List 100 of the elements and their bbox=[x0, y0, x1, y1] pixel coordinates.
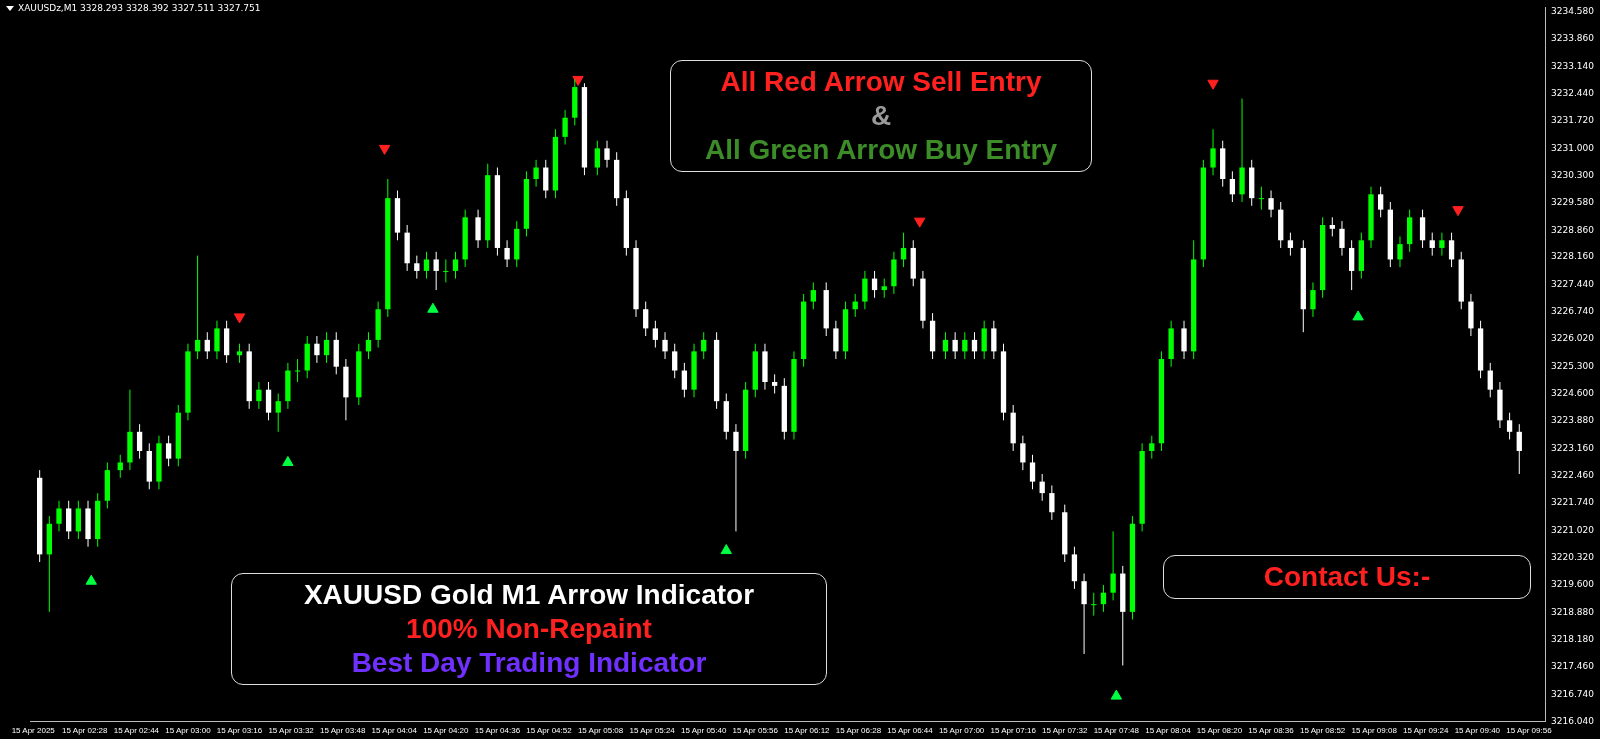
candlestick bbox=[672, 343, 678, 379]
candlestick bbox=[194, 255, 201, 360]
candlestick bbox=[265, 381, 272, 421]
x-tick-label: 15 Apr 09:08 bbox=[1351, 726, 1398, 736]
candlestick bbox=[414, 255, 420, 280]
x-tick-label: 15 Apr 04:20 bbox=[423, 726, 470, 736]
point bbox=[1207, 79, 1219, 90]
y-tick-label: 3229.580 bbox=[1551, 197, 1595, 208]
candlestick bbox=[962, 331, 968, 360]
annotation: & bbox=[869, 99, 893, 133]
y-tick-label: 3232.440 bbox=[1551, 87, 1595, 98]
candlestick bbox=[771, 373, 778, 395]
candlestick bbox=[314, 335, 320, 364]
y-tick-label: 3224.600 bbox=[1551, 387, 1595, 398]
annotation: Best Day Trading Indicator bbox=[350, 646, 708, 680]
candlestick bbox=[1229, 170, 1236, 203]
y-tick-label: 3234.580 bbox=[1551, 5, 1595, 16]
candlestick bbox=[475, 209, 481, 249]
x-tick-label: 15 Apr 03:16 bbox=[216, 726, 263, 736]
y-tick-label: 3220.320 bbox=[1551, 551, 1595, 562]
point bbox=[914, 217, 926, 228]
candlestick bbox=[1378, 186, 1384, 218]
candlestick bbox=[423, 251, 430, 280]
candlestick bbox=[1258, 186, 1265, 211]
x-tick-label: 15 Apr 2025 bbox=[11, 726, 56, 736]
x-tick-label: 15 Apr 04:04 bbox=[371, 726, 418, 736]
y-tick-label: 3228.860 bbox=[1551, 224, 1595, 235]
candlestick bbox=[1100, 584, 1107, 613]
point bbox=[378, 144, 391, 155]
x-tick-label: 15 Apr 06:28 bbox=[835, 726, 882, 736]
x-tick-label: 15 Apr 05:56 bbox=[732, 726, 779, 736]
candlestick bbox=[1210, 128, 1216, 176]
candlestick bbox=[1149, 435, 1155, 460]
annotation: XAUUSD Gold M1 Arrow Indicator bbox=[302, 578, 756, 612]
candlestick bbox=[543, 159, 549, 199]
x-tick-label: 15 Apr 07:16 bbox=[990, 726, 1037, 736]
candlestick bbox=[323, 331, 330, 364]
candlestick bbox=[1268, 190, 1274, 218]
x-tick-label: 15 Apr 07:32 bbox=[1042, 726, 1088, 736]
annotation: All Red Arrow Sell Entry bbox=[719, 65, 1043, 99]
candlestick bbox=[117, 454, 123, 479]
candlestick bbox=[991, 320, 997, 360]
x-tick-label: 15 Apr 05:08 bbox=[577, 726, 624, 736]
candlestick bbox=[881, 278, 887, 299]
candlestick bbox=[294, 358, 301, 383]
y-tick-label: 3216.740 bbox=[1551, 688, 1595, 699]
candlestick bbox=[662, 331, 668, 360]
y-tick-label: 3230.300 bbox=[1551, 169, 1595, 180]
candlestick bbox=[981, 320, 987, 360]
candlestick bbox=[1448, 232, 1455, 268]
candlestick bbox=[1310, 281, 1316, 318]
candlestick bbox=[1419, 209, 1426, 249]
candlestick bbox=[900, 232, 907, 268]
x-tick-label: 15 Apr 02:28 bbox=[62, 726, 109, 736]
candlestick bbox=[1110, 530, 1116, 601]
annotation: 100% Non-Repaint bbox=[405, 612, 653, 646]
y-tick-label: 3221.020 bbox=[1551, 524, 1595, 535]
chart-title: XAUUSDz,M1 3328.293 3328.392 3327.511 3327.751 bbox=[18, 3, 261, 13]
y-tick-label: 3218.180 bbox=[1551, 633, 1595, 644]
candlestick bbox=[942, 331, 949, 360]
candlestick bbox=[1081, 573, 1087, 655]
x-tick-label: 15 Apr 03:00 bbox=[165, 726, 212, 736]
y-tick-label: 3221.740 bbox=[1551, 497, 1595, 508]
x-tick-label: 15 Apr 05:24 bbox=[629, 726, 676, 736]
candlestick bbox=[1020, 435, 1026, 471]
y-tick-label: 3233.140 bbox=[1551, 60, 1595, 71]
point bbox=[572, 75, 584, 86]
y-tick-label: 3219.600 bbox=[1551, 579, 1595, 590]
y-tick-label: 3216.040 bbox=[1551, 715, 1595, 726]
y-tick-label: 3222.460 bbox=[1551, 469, 1595, 480]
y-tick-label: 3225.300 bbox=[1551, 361, 1595, 372]
candlestick bbox=[952, 331, 958, 360]
x-tick-label: 15 Apr 09:56 bbox=[1506, 726, 1553, 736]
x-tick-label: 15 Apr 07:48 bbox=[1093, 726, 1140, 736]
candlestick bbox=[1181, 320, 1187, 360]
x-tick-label: 15 Apr 09:24 bbox=[1403, 726, 1450, 736]
y-tick-label: 3231.000 bbox=[1551, 142, 1595, 153]
candlestick bbox=[562, 109, 568, 146]
candlestick bbox=[643, 301, 649, 337]
candlestick bbox=[136, 423, 143, 460]
candlestick bbox=[275, 393, 281, 433]
point bbox=[1352, 310, 1364, 321]
candlestick bbox=[810, 281, 816, 310]
point bbox=[427, 302, 439, 313]
x-tick-label: 15 Apr 08:20 bbox=[1196, 726, 1243, 736]
candlestick bbox=[604, 140, 610, 169]
candlestick bbox=[701, 331, 707, 360]
x-tick-label: 15 Apr 06:44 bbox=[887, 726, 934, 736]
candlestick bbox=[1049, 484, 1055, 521]
candlestick bbox=[443, 258, 449, 283]
candlestick bbox=[1091, 592, 1097, 617]
point bbox=[1110, 689, 1123, 700]
candlestick bbox=[1487, 362, 1493, 398]
y-tick-label: 3226.740 bbox=[1551, 305, 1595, 316]
point bbox=[720, 544, 732, 555]
x-tick-label: 15 Apr 04:36 bbox=[474, 726, 521, 736]
annotation: Contact Us:- bbox=[1262, 560, 1432, 594]
x-tick-label: 15 Apr 03:32 bbox=[268, 726, 315, 736]
y-tick-label: 3218.880 bbox=[1551, 606, 1595, 617]
candlestick bbox=[1287, 232, 1294, 257]
